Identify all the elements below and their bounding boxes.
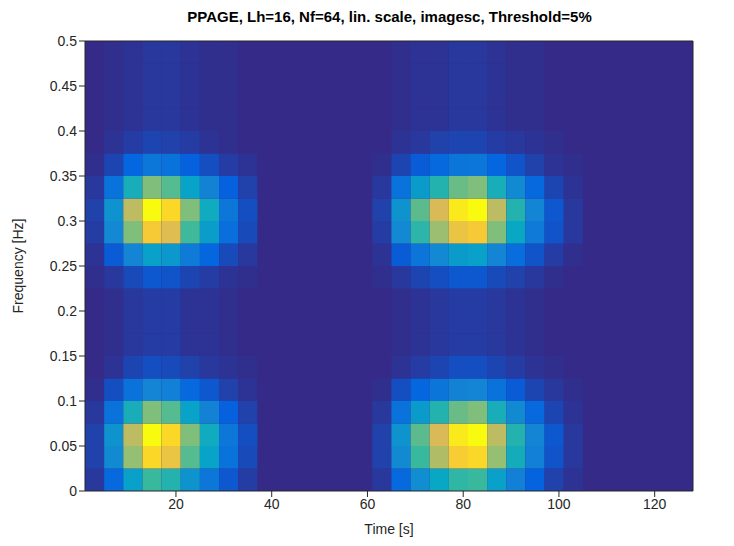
html-text:PPAGE, Lh=16, Nf=64, lin. scal: PPAGE, Lh=16, Nf=64, lin. scale, imagesc… [187,8,592,25]
svg-text:60: 60 [360,496,376,512]
svg-text:0.3: 0.3 [58,213,78,229]
svg-text:0.45: 0.45 [50,78,77,94]
svg-text:Time [s]: Time [s] [364,521,413,537]
svg-text:0.05: 0.05 [50,438,77,454]
svg-text:20: 20 [168,496,184,512]
svg-text:0.1: 0.1 [58,393,78,409]
svg-text:Frequency [Hz]: Frequency [Hz] [10,219,26,314]
svg-text:0: 0 [69,483,77,499]
svg-text:0.4: 0.4 [58,123,78,139]
svg-text:120: 120 [643,496,667,512]
svg-text:0.15: 0.15 [50,348,77,364]
svg-text:0.5: 0.5 [58,33,78,49]
svg-text:0.25: 0.25 [50,258,77,274]
svg-text:0.2: 0.2 [58,303,78,319]
svg-text:100: 100 [547,496,571,512]
svg-text:80: 80 [455,496,471,512]
svg-text:0.35: 0.35 [50,168,77,184]
svg-text:40: 40 [264,496,280,512]
